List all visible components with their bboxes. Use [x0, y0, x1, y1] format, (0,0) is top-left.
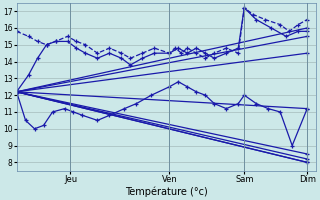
- X-axis label: Température (°c): Température (°c): [125, 187, 208, 197]
